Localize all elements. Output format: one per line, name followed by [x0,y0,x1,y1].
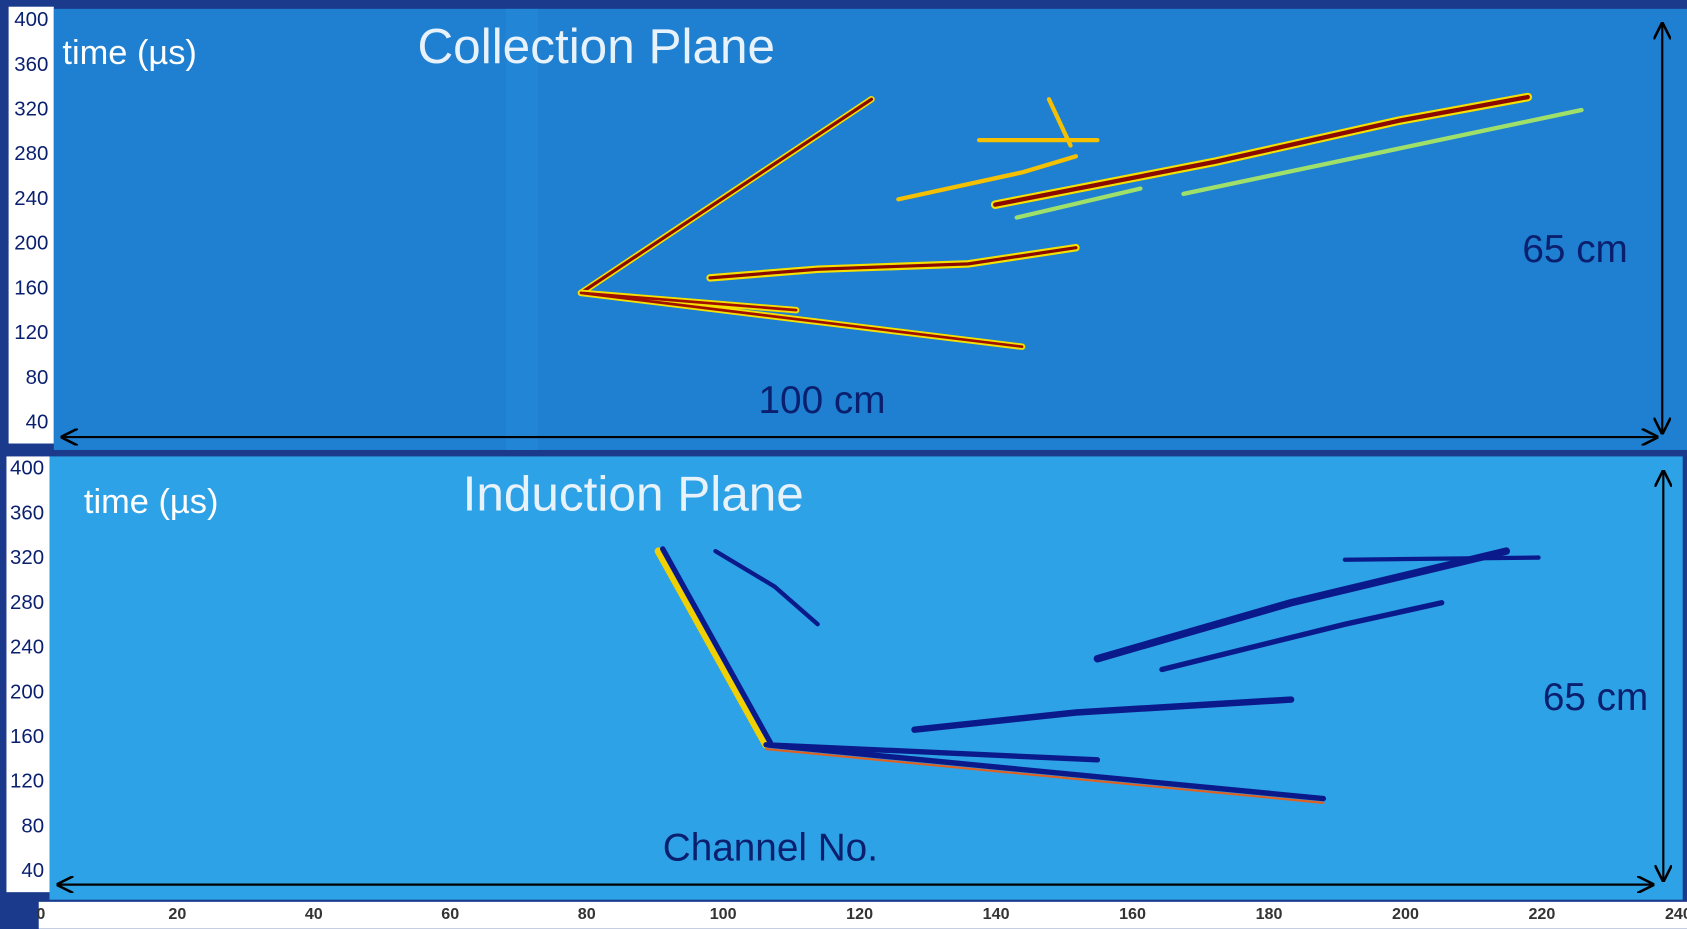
y-tick-label: 80 [26,366,49,389]
x-tick-label: 120 [846,905,873,923]
x-tick-label: 160 [1119,905,1146,923]
y-tick-label: 200 [14,232,48,255]
y-tick-label: 240 [10,636,44,659]
panel-band [506,9,538,450]
panel-title: Collection Plane [417,19,775,74]
x-tick-label: 60 [441,905,459,923]
y-tick-label: 160 [14,276,48,299]
x-tick-label: 80 [578,905,596,923]
x-tick-label: 100 [710,905,737,923]
y-tick-label: 320 [10,546,44,569]
panel-title: Induction Plane [463,466,804,521]
y-tick-label: 40 [26,410,49,433]
x-tick-label: 220 [1528,905,1555,923]
y-tick-label: 280 [10,591,44,614]
width-label: Channel No. [663,826,878,869]
x-tick-label: 140 [983,905,1010,923]
y-tick-label: 280 [14,142,48,165]
y-tick-label: 120 [14,321,48,344]
y-tick-label: 360 [10,501,44,524]
height-label: 65 cm [1522,228,1627,271]
height-label: 65 cm [1543,676,1648,719]
x-tick-label: 240 [1665,905,1687,923]
x-tick-label: 20 [168,905,186,923]
y-tick-label: 80 [21,814,44,837]
y-label: time (µs) [62,34,197,72]
x-tick-label: 0 [36,905,45,923]
y-tick-label: 360 [14,53,48,76]
event-display: time (µs) Collection Plane 65 cm 100 cm … [0,0,1687,929]
width-label: 100 cm [759,379,886,422]
x-tick-label: 200 [1392,905,1419,923]
x-tick-label: 40 [305,905,323,923]
y-tick-label: 120 [10,770,44,793]
y-tick-label: 320 [14,98,48,121]
y-tick-label: 160 [10,725,44,748]
y-tick-label: 200 [10,680,44,703]
y-tick-label: 240 [14,187,48,210]
y-tick-label: 40 [21,859,44,882]
y-tick-label: 400 [10,457,44,480]
y-label: time (µs) [84,483,219,521]
x-tick-label: 180 [1256,905,1283,923]
y-tick-label: 400 [14,8,48,31]
